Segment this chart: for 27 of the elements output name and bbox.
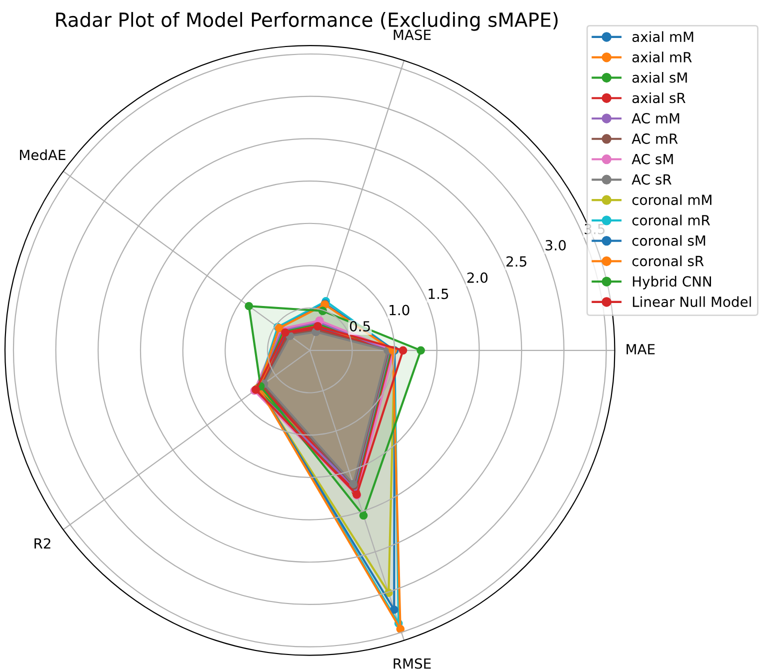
- legend-label: axial mM: [632, 31, 694, 42]
- legend-label: axial mR: [632, 52, 692, 62]
- legend-label: Linear Null Model: [632, 296, 751, 308]
- legend-label: coronal sM: [632, 235, 706, 246]
- spoke-label: R2: [34, 538, 50, 549]
- y-tick-label: 1.0: [390, 304, 410, 316]
- legend-label: coronal mM: [632, 194, 712, 206]
- y-tick-label: 1.5: [428, 288, 448, 300]
- spoke-label: RMSE: [394, 658, 431, 669]
- legend-label: axial sR: [632, 92, 686, 104]
- y-tick-label: 3.5: [584, 224, 605, 234]
- y-tick-label: 2.0: [467, 272, 488, 283]
- legend-label: Hybrid CNN: [632, 276, 711, 290]
- spoke-label: MAE: [626, 344, 655, 354]
- chart-title: Radar Plot of Model Performance (Excluding sMAPE): [56, 12, 558, 31]
- y-tick-label: 2.5: [506, 256, 526, 267]
- y-tick-label: 0.5: [350, 321, 370, 332]
- legend-label: coronal sR: [632, 256, 704, 266]
- spoke-label: MASE: [394, 30, 431, 40]
- legend-label: AC sR: [632, 174, 672, 185]
- legend-label: AC mM: [632, 113, 680, 124]
- legend-label: AC mR: [632, 133, 678, 144]
- legend-label: axial sM: [632, 72, 687, 83]
- spoke-label: MedAE: [20, 149, 66, 160]
- y-tick-label: 3.0: [546, 240, 566, 250]
- legend-label: coronal mR: [632, 214, 710, 226]
- legend-label: AC sM: [632, 154, 673, 164]
